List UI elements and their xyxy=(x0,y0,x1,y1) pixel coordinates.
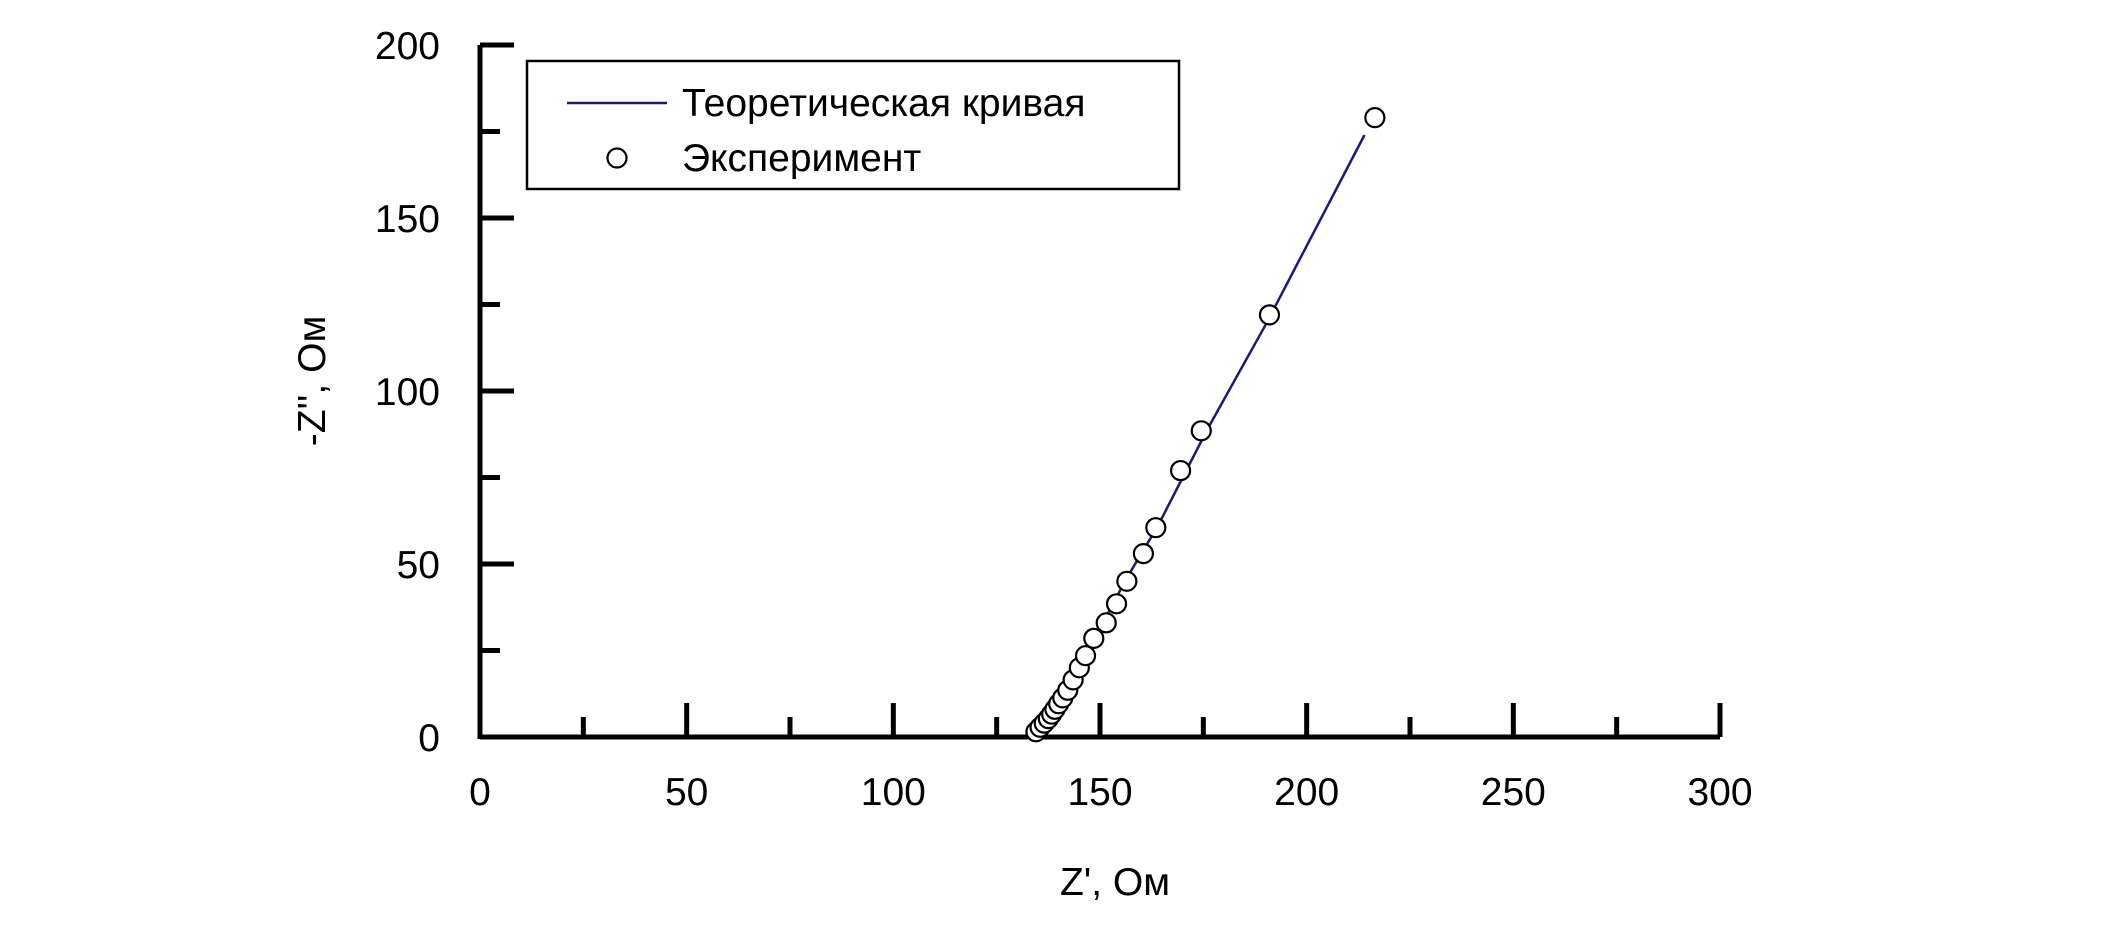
x-tick-label: 50 xyxy=(665,771,708,814)
axis-titles: Z', Ом -Z'', Ом xyxy=(291,316,1170,904)
y-tick-label: 100 xyxy=(375,371,440,414)
axes: 0 50 100 150 200 250 300 0 50 100 150 200 xyxy=(375,25,1753,814)
y-axis-title: -Z'', Ом xyxy=(291,316,334,447)
x-tick-label: 200 xyxy=(1274,771,1339,814)
data-point-experiment xyxy=(1105,593,1128,615)
legend-label: Эксперимент xyxy=(682,137,921,180)
data-point-experiment xyxy=(1132,543,1155,565)
x-tick-label: 150 xyxy=(1067,771,1132,814)
x-tick-label: 0 xyxy=(469,771,491,814)
data-point-experiment xyxy=(1116,570,1138,592)
data-point-experiment xyxy=(1364,107,1386,129)
x-tick-label: 100 xyxy=(861,771,926,814)
x-axis-title: Z', Ом xyxy=(1060,861,1170,904)
x-tick-label: 250 xyxy=(1481,771,1546,814)
legend-label: Теоретическая кривая xyxy=(682,82,1085,125)
series-layer xyxy=(1025,107,1386,743)
y-tick-label: 0 xyxy=(418,717,440,760)
data-point-experiment xyxy=(1258,304,1281,326)
data-point-experiment xyxy=(1074,645,1097,667)
legend-marker-swatch xyxy=(606,147,628,169)
legend: Теоретическая кривая Эксперимент xyxy=(525,59,1181,191)
y-tick-label: 200 xyxy=(375,25,440,68)
y-tick-label: 50 xyxy=(397,544,440,587)
data-point-experiment xyxy=(1083,627,1105,649)
data-point-experiment xyxy=(1190,420,1212,442)
x-tick-label: 300 xyxy=(1687,771,1752,814)
legend-box xyxy=(525,59,1181,191)
data-point-experiment xyxy=(1095,612,1117,634)
data-point-experiment xyxy=(1145,517,1167,539)
data-point-experiment xyxy=(1169,459,1192,482)
y-tick-label: 150 xyxy=(375,198,440,241)
